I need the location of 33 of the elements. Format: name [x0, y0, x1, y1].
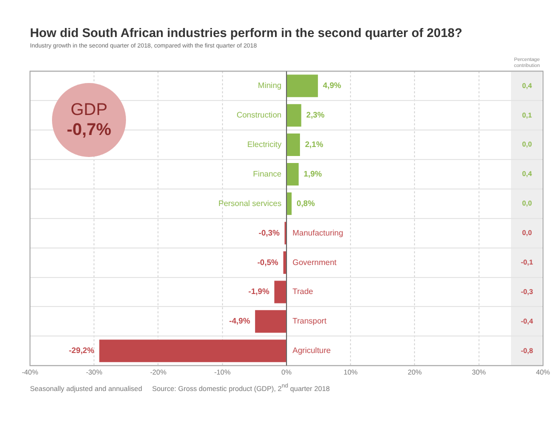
- y-tick-label: Transport: [292, 316, 328, 326]
- y-tick-label: Personal services: [218, 198, 282, 208]
- bar: [274, 280, 286, 304]
- y-tick-label: Trade: [292, 287, 314, 296]
- y-tick-label: Government: [292, 258, 338, 267]
- bar: [99, 340, 286, 362]
- y-tick-label: Manufacturing: [292, 228, 344, 238]
- annotation: -0,7%: [66, 120, 112, 140]
- bar: [287, 162, 299, 186]
- data-label: -1,9%: [248, 287, 270, 296]
- bar: [287, 104, 302, 127]
- chart-title: How did South African industries perform in the second quarter of 2018?: [30, 26, 462, 40]
- data-label: -0,5%: [257, 258, 278, 267]
- bar: [283, 251, 286, 274]
- data-label: 4,9%: [322, 81, 342, 90]
- bar: [287, 134, 300, 156]
- data-label: 1,9%: [304, 169, 322, 178]
- y-tick-label: Mining: [258, 81, 282, 90]
- y-tick-label: Electricity: [247, 140, 282, 150]
- circle-badge: GDP -0,7%: [52, 83, 126, 158]
- data-label: -0,3%: [258, 228, 280, 238]
- y-tick-label: Finance: [253, 169, 282, 178]
- bar: [287, 74, 318, 98]
- y-tick-label: Agriculture: [292, 346, 332, 356]
- bar: [287, 192, 292, 215]
- data-label: -4,9%: [229, 316, 250, 326]
- data-label: -29,2%: [68, 346, 94, 356]
- y-tick-label: Construction: [236, 110, 282, 120]
- bar: [255, 310, 286, 333]
- data-label: 0,8%: [296, 198, 315, 208]
- annotation: GDP: [70, 100, 108, 120]
- data-label: 2,3%: [306, 110, 324, 120]
- data-label: 2,1%: [304, 140, 324, 150]
